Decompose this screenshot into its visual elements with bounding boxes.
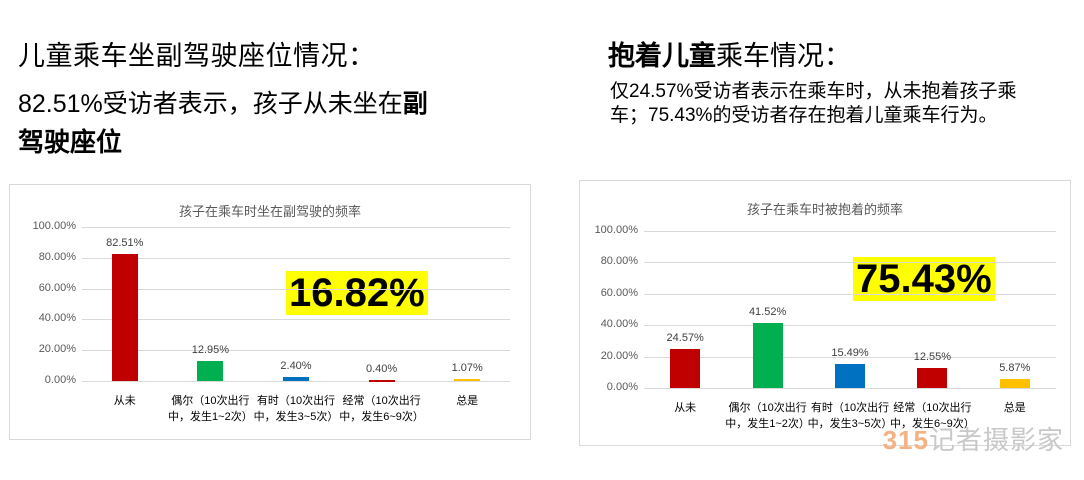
y-tick-label: 80.00% xyxy=(38,250,76,263)
chart-highlight-value: 75.43% xyxy=(853,257,995,301)
bar-value-label: 2.40% xyxy=(280,360,312,373)
watermark-text: 记者摄影家 xyxy=(928,425,1064,455)
y-tick-label: 80.00% xyxy=(600,255,638,268)
y-tick-label: 40.00% xyxy=(38,312,76,325)
watermark-number: 315 xyxy=(882,425,929,455)
chart-highlight-value: 16.82% xyxy=(286,271,428,315)
bar xyxy=(368,380,395,383)
bar xyxy=(999,378,1030,388)
category-label: 经常（10次出行 中，发生6~9次） xyxy=(890,402,975,430)
category-label: 总是 xyxy=(456,395,479,407)
right-title-rest: 乘车情况： xyxy=(716,41,851,71)
bar xyxy=(111,253,138,381)
y-tick-label: 40.00% xyxy=(600,318,638,331)
bar-value-label: 0.40% xyxy=(365,363,398,376)
gridline xyxy=(82,257,510,259)
y-tick-label: 0.00% xyxy=(606,381,638,393)
gridline xyxy=(82,227,510,228)
bar xyxy=(835,363,865,388)
right-summary: 仅24.57%受访者表示在乘车时，从未抱着孩子乘车；75.43%的受访者存在抱着… xyxy=(610,81,1017,126)
bar-value-label: 1.07% xyxy=(451,362,483,375)
gridline xyxy=(82,350,510,352)
gridline xyxy=(644,262,1056,264)
category-label: 从未 xyxy=(674,402,697,414)
left-summary-text: 82.51%受访者表示，孩子从未坐在 xyxy=(18,90,403,118)
left-summary-line-bold: 驾驶座位 xyxy=(18,127,123,157)
bar-value-label: 24.57% xyxy=(666,332,704,345)
front-seat-frequency-chart: 孩子在乘车时坐在副驾驶的频率 16.82% 0.00% 20.00% 40.00% 6… xyxy=(9,184,531,440)
chart-title: 孩子在乘车时被抱着的频率 xyxy=(746,202,903,217)
watermark: 315记者摄影家 xyxy=(883,420,1064,457)
bar-value-label: 82.51% xyxy=(106,236,144,249)
bar xyxy=(454,379,481,382)
bar-value-label: 12.55% xyxy=(913,351,952,364)
category-label: 总是 xyxy=(1003,402,1026,414)
bar-value-label: 41.52% xyxy=(748,305,787,318)
gridline xyxy=(644,231,1056,232)
category-label: 偶尔（10次出行 中，发生1~2次） xyxy=(725,402,810,430)
gridline xyxy=(644,293,1056,295)
y-tick-label: 100.00% xyxy=(594,224,638,236)
left-summary-line: 82.51%受访者表示，孩子从未坐在副 xyxy=(18,84,428,120)
y-tick-label: 100.00% xyxy=(32,220,76,232)
gridline xyxy=(82,288,510,290)
bar xyxy=(752,322,783,388)
category-label: 偶尔（10次出行 中，发生1~2次） xyxy=(168,395,253,423)
left-title: 儿童乘车坐副驾驶座位情况： xyxy=(18,41,376,71)
right-title: 抱着儿童乘车情况： xyxy=(608,34,851,73)
gridline xyxy=(82,381,510,382)
bar-value-label: 12.95% xyxy=(191,344,230,357)
bar xyxy=(197,361,224,381)
y-tick-label: 20.00% xyxy=(38,343,76,356)
right-title-bold: 抱着儿童 xyxy=(608,41,716,71)
gridline xyxy=(644,388,1056,389)
category-label: 有时（10次出行 中，发生3~5次） xyxy=(253,395,339,423)
category-label: 从未 xyxy=(113,395,136,407)
bar xyxy=(670,349,701,388)
category-label: 经常（10次出行 中，发生6~9次） xyxy=(339,395,424,423)
gridline xyxy=(644,356,1056,358)
y-tick-label: 60.00% xyxy=(600,286,638,299)
chart-title: 孩子在乘车时坐在副驾驶的频率 xyxy=(178,204,361,219)
category-label: 有时（10次出行 中，发生3~5次） xyxy=(807,402,893,430)
gridline xyxy=(82,319,510,321)
left-summary-bold: 副 xyxy=(402,90,428,118)
bar-value-label: 5.87% xyxy=(999,361,1031,374)
y-tick-label: 20.00% xyxy=(600,349,638,362)
bar xyxy=(283,377,309,381)
held-in-arms-frequency-chart: 孩子在乘车时被抱着的频率 75.43% 0.00% 20.00% 40.00% 60.… xyxy=(579,180,1071,446)
y-tick-label: 0.00% xyxy=(44,374,76,386)
gridline xyxy=(644,325,1056,327)
y-tick-label: 60.00% xyxy=(38,281,76,294)
bar xyxy=(917,368,948,388)
bar-value-label: 15.49% xyxy=(831,346,869,359)
